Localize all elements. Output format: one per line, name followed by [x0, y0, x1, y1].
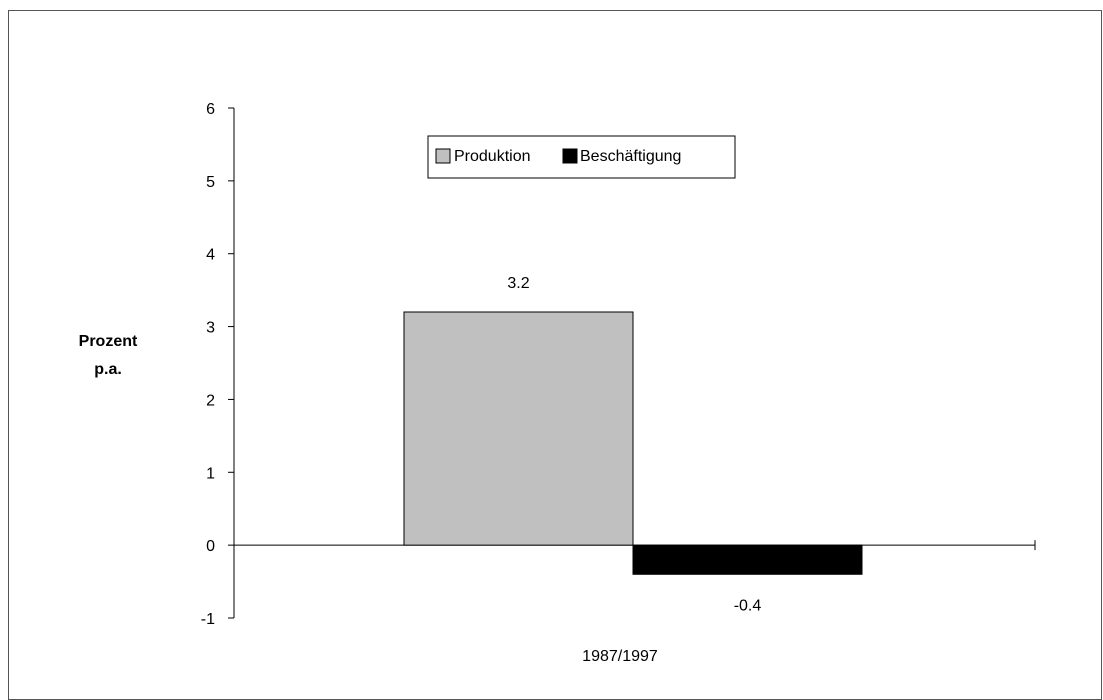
bars: [403, 311, 863, 575]
y-tick-label: 3: [206, 320, 215, 337]
y-tick-label: 0: [206, 538, 215, 555]
bar-beschaeftigung: [632, 544, 863, 575]
y-tick-label: 5: [206, 174, 215, 191]
legend-label-beschaeftigung: Beschäftigung: [580, 148, 681, 165]
y-axis: -1 0 1 2 3 4 5 6: [201, 101, 235, 628]
y-axis-label-line-2: p.a.: [94, 361, 122, 378]
y-axis-label-line-1: Prozent: [79, 333, 138, 350]
legend-swatch-produktion: [435, 148, 451, 164]
y-tick-label: 1: [206, 465, 215, 482]
data-label-beschaeftigung: -0.4: [734, 597, 762, 614]
x-category-label: 1987/1997: [582, 648, 658, 665]
y-tick-label: 6: [206, 101, 215, 118]
data-labels: 3.2 -0.4: [507, 275, 761, 614]
legend-swatch-beschaeftigung: [562, 148, 578, 164]
legend-label-produktion: Produktion: [454, 148, 531, 165]
legend: Produktion Beschäftigung: [427, 135, 736, 179]
y-tick-label: 2: [206, 392, 215, 409]
y-tick-label: 4: [206, 247, 215, 264]
y-tick-label: -1: [201, 611, 215, 628]
legend-box: [427, 135, 736, 179]
bar-produktion: [403, 311, 634, 546]
data-label-produktion: 3.2: [507, 275, 529, 292]
